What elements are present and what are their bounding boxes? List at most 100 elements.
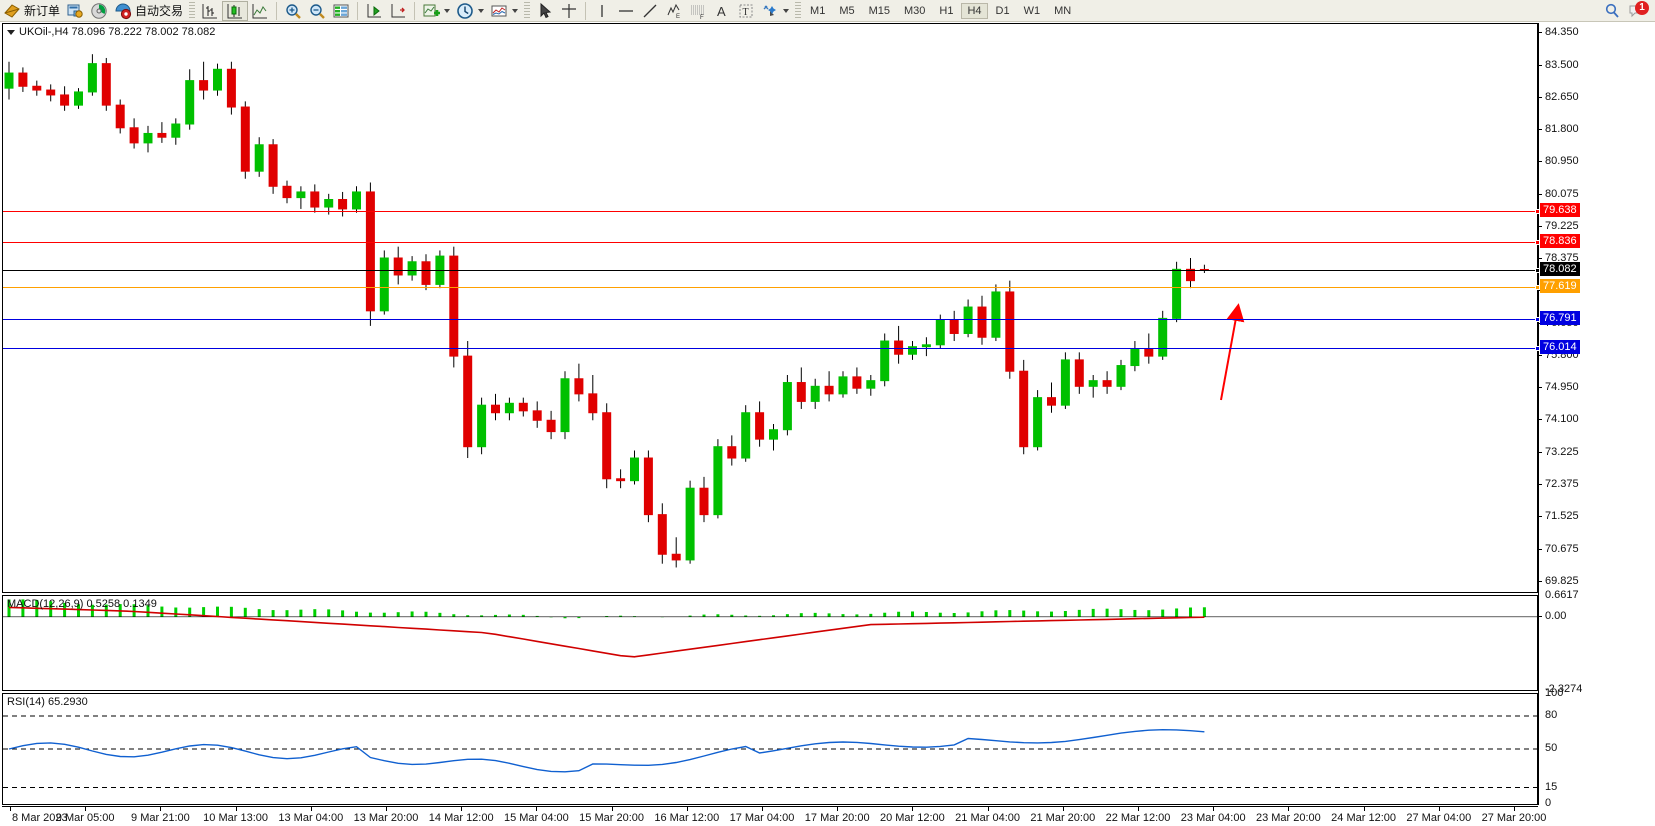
level-handle-current-price[interactable] [1535, 267, 1540, 273]
price-tick-label: 81.800 [1545, 122, 1579, 135]
search-icon[interactable] [1603, 2, 1621, 20]
templates-button[interactable] [487, 1, 521, 21]
macd-pane[interactable]: MACD(12,26,9) 0.5258 0.1349 [2, 595, 1538, 691]
data-window-button[interactable] [329, 1, 353, 21]
toolbar-grip-3[interactable] [795, 1, 802, 20]
level-line-current-price[interactable] [3, 267, 1540, 273]
price-tag-resistance-lower[interactable]: 78.836 [1540, 233, 1580, 248]
svg-text:E: E [676, 14, 680, 20]
price-tag-pivot[interactable]: 77.619 [1540, 279, 1580, 294]
time-tick [1288, 806, 1290, 811]
time-tick-label: 15 Mar 04:00 [503, 812, 569, 824]
timeframe-w1[interactable]: W1 [1023, 4, 1041, 17]
time-tick [1363, 806, 1365, 811]
level-line-resistance-lower[interactable] [3, 239, 1540, 245]
time-tick-label: 21 Mar 20:00 [1030, 812, 1096, 824]
candlestick-chart-button[interactable] [222, 0, 249, 21]
chart-area[interactable]: UKOil-,H4 78.096 78.222 78.002 78.082 MA… [0, 23, 1655, 825]
trendline-button[interactable] [638, 1, 662, 21]
level-handle-resistance-upper[interactable] [1535, 209, 1540, 215]
autotrade-button[interactable]: 自动交易 [111, 1, 186, 21]
price-tag-resistance-upper[interactable]: 79.638 [1540, 203, 1580, 218]
toolbar-grip-2[interactable] [524, 1, 531, 20]
price-pane[interactable]: UKOil-,H4 78.096 78.222 78.002 78.082 [2, 23, 1540, 593]
price-pane-header: UKOil-,H4 78.096 78.222 78.002 78.082 [7, 26, 215, 38]
templates-dropdown-arrow[interactable] [512, 8, 519, 13]
trendline-icon [643, 4, 657, 17]
crosshair-button[interactable] [557, 1, 581, 21]
expert-advisor-button[interactable] [63, 1, 87, 21]
svg-text:T: T [743, 7, 749, 18]
time-tick [310, 806, 312, 811]
add-indicator-dropdown-arrow[interactable] [444, 8, 451, 13]
level-handle-pivot[interactable] [1535, 285, 1540, 291]
trend-arrow-annotation [1220, 303, 1245, 401]
new-order-icon [4, 3, 20, 18]
timeframe-mn[interactable]: MN [1054, 4, 1072, 17]
bar-chart-button[interactable] [198, 1, 222, 21]
timeframe-m5[interactable]: M5 [839, 4, 855, 17]
add-indicator-button[interactable] [419, 1, 453, 21]
price-tick-label: 83.500 [1545, 58, 1579, 71]
alert-count-badge: 1 [1635, 0, 1649, 15]
time-tick [611, 806, 613, 811]
chart-shift-button[interactable] [386, 1, 410, 21]
drawing-objects-button[interactable] [758, 1, 792, 21]
price-tick-label: 80.950 [1545, 154, 1579, 167]
text-button[interactable]: A [710, 1, 734, 21]
fibonacci-button[interactable]: F [686, 1, 710, 21]
toolbar-grip-1[interactable] [189, 1, 196, 20]
alerts-button[interactable]: 1 [1627, 0, 1649, 20]
timeframe-m15[interactable]: M15 [868, 4, 890, 17]
elliott-wave-button[interactable]: E [662, 1, 686, 21]
price-tag-support-upper[interactable]: 76.791 [1540, 310, 1580, 325]
time-axis[interactable]: 8 Mar 2023 9 Mar 05:00 9 Mar 21:00 10 Mar 1… [2, 806, 1546, 826]
time-tick [1138, 806, 1139, 811]
timeframe-d1[interactable]: D1 [995, 4, 1010, 17]
time-tick [536, 806, 538, 811]
candlestick-series [4, 54, 1209, 568]
timeframe-m1[interactable]: M1 [810, 4, 826, 17]
price-tag-current-price[interactable]: 78.082 [1540, 261, 1580, 276]
level-handle-resistance-lower[interactable] [1535, 239, 1540, 245]
vertical-line-button[interactable] [590, 1, 614, 21]
zoom-out-button[interactable] [305, 1, 329, 21]
auto-scroll-button[interactable] [362, 1, 386, 21]
time-tick-label: 16 Mar 12:00 [654, 812, 720, 824]
price-tick [1538, 516, 1542, 518]
zoom-in-button[interactable] [281, 1, 305, 21]
cursor-button[interactable] [533, 1, 557, 21]
time-tick-label: 23 Mar 04:00 [1180, 812, 1246, 824]
signals-button[interactable] [87, 1, 111, 21]
fibonacci-icon: F [691, 5, 705, 20]
horizontal-line-button[interactable] [614, 1, 638, 21]
text-label-button[interactable]: T [734, 1, 758, 21]
period-button[interactable] [453, 1, 487, 21]
period-clock-icon [457, 2, 473, 19]
drawing-objects-dropdown-arrow[interactable] [783, 8, 790, 13]
price-tick-label: 80.075 [1545, 187, 1579, 200]
level-handle-support-upper[interactable] [1535, 316, 1540, 322]
time-tick [160, 806, 162, 811]
level-line-resistance-upper[interactable] [3, 209, 1540, 215]
time-tick-label: 22 Mar 12:00 [1105, 812, 1171, 824]
rsi-pane[interactable]: RSI(14) 65.2930 [2, 693, 1538, 805]
period-dropdown-arrow[interactable] [478, 8, 485, 13]
chart-menu-triangle-icon[interactable] [7, 29, 15, 35]
level-handle-support-lower[interactable] [1535, 346, 1540, 352]
time-tick [762, 806, 763, 811]
time-tick [1062, 806, 1064, 811]
new-order-button[interactable]: 新订单 [0, 1, 63, 21]
level-line-support-upper[interactable] [3, 316, 1540, 322]
level-line-pivot[interactable] [3, 285, 1540, 291]
timeframe-h4[interactable]: H4 [961, 2, 988, 19]
timeframe-m30[interactable]: M30 [904, 4, 926, 17]
timeframe-group: M1 M5 M15 M30 H1 H4 D1 W1 MN [804, 2, 1077, 19]
price-axis[interactable]: 84.350 83.500 82.650 81.800 80.950 80.075 79.2… [1538, 23, 1655, 809]
toolbar-separator-1 [276, 1, 278, 20]
line-chart-button[interactable] [248, 1, 272, 21]
timeframe-h1[interactable]: H1 [939, 4, 954, 17]
level-line-support-lower[interactable] [3, 346, 1540, 352]
price-tag-support-lower[interactable]: 76.014 [1540, 340, 1580, 355]
data-window-icon [333, 4, 349, 17]
